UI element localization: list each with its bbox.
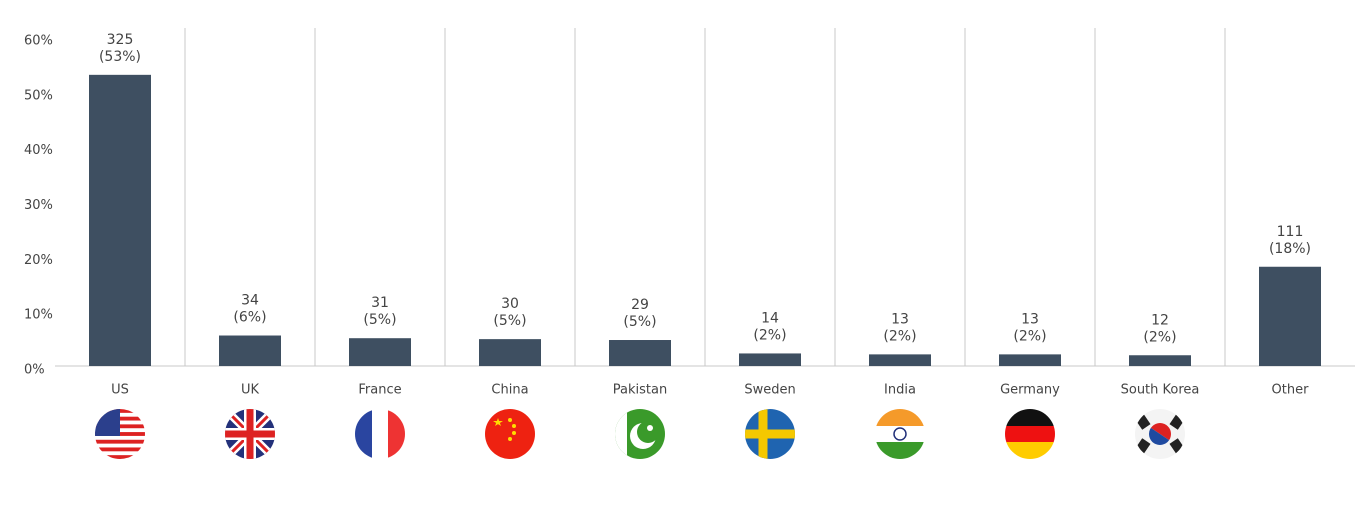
x-tick-label: China: [491, 383, 528, 398]
x-tick-label: UK: [241, 383, 260, 398]
flag: [355, 409, 405, 459]
flag-stripe: [95, 455, 145, 459]
flag: [1005, 409, 1055, 459]
flag-stripe: [372, 409, 389, 459]
flag-star: [508, 418, 512, 422]
flag: [745, 409, 795, 459]
bar: [349, 338, 411, 366]
x-tick-label: Germany: [1000, 383, 1060, 398]
count-label: 13: [891, 311, 909, 327]
flag-bg: [485, 409, 535, 459]
flag: [615, 409, 665, 459]
value-label: (6%): [233, 310, 266, 326]
bar: [609, 340, 671, 366]
flag-stripe: [875, 442, 925, 459]
bar: [739, 353, 801, 366]
flag-canton: [95, 409, 120, 436]
bar: [999, 354, 1061, 366]
flag-half: [1149, 427, 1170, 445]
bar: [89, 74, 151, 367]
bar: [869, 354, 931, 366]
y-tick-label: 30%: [24, 198, 53, 213]
flag-stripe: [95, 439, 145, 444]
value-label: (5%): [363, 312, 396, 328]
x-tick-label: Sweden: [744, 383, 795, 398]
value-label: (5%): [623, 314, 656, 330]
x-tick-label: Pakistan: [613, 383, 667, 398]
flag-moon: [637, 421, 659, 443]
value-label: (2%): [1013, 328, 1046, 344]
flag: [95, 409, 145, 459]
flag-wheel: [893, 427, 907, 441]
bar: [219, 335, 281, 366]
x-tick-label: India: [884, 383, 916, 398]
count-label: 14: [761, 310, 779, 326]
count-label: 13: [1021, 311, 1039, 327]
y-tick-label: 40%: [24, 143, 53, 158]
y-tick-label: 20%: [24, 253, 53, 268]
flag-stripe: [1005, 409, 1055, 426]
flag: [225, 409, 275, 459]
x-tick-label: US: [111, 383, 129, 398]
count-label: 31: [371, 295, 389, 311]
value-label: (53%): [99, 49, 141, 65]
x-tick-label: Other: [1272, 383, 1310, 398]
y-tick-label: 10%: [24, 308, 53, 323]
bar: [1129, 355, 1191, 366]
count-label: 34: [241, 293, 259, 309]
flag: [875, 409, 925, 459]
flag-stripe: [1005, 442, 1055, 459]
count-label: 30: [501, 296, 519, 312]
x-tick-label: South Korea: [1121, 383, 1200, 398]
value-label: (2%): [883, 328, 916, 344]
count-label: 29: [631, 297, 649, 313]
flag-strip: [615, 409, 627, 459]
flag-star: [512, 431, 516, 435]
y-tick-label: 50%: [24, 88, 53, 103]
flag: [485, 409, 535, 459]
flag-stripe: [1005, 426, 1055, 443]
flag-stripe: [95, 447, 145, 452]
flag-stripe: [875, 409, 925, 426]
flag-star: [647, 425, 653, 431]
bar: [479, 339, 541, 366]
flag-star: [508, 437, 512, 441]
flag-star: [493, 418, 503, 426]
flag-stripe: [875, 426, 925, 443]
x-tick-label: France: [358, 383, 401, 398]
count-label: 325: [107, 32, 134, 48]
value-label: (18%): [1269, 241, 1311, 257]
value-label: (5%): [493, 313, 526, 329]
flag-cross: [225, 409, 275, 459]
flag-stripe: [355, 409, 372, 459]
value-label: (2%): [1143, 329, 1176, 345]
y-tick-label: 0%: [24, 363, 45, 378]
flag: [1135, 409, 1185, 459]
flag-star: [512, 424, 516, 428]
flag-half: [1150, 423, 1171, 441]
flag-cross: [745, 409, 795, 459]
y-tick-label: 60%: [24, 34, 53, 49]
count-label: 111: [1277, 224, 1304, 240]
value-label: (2%): [753, 327, 786, 343]
count-label: 12: [1151, 312, 1169, 328]
bar: [1259, 266, 1321, 366]
flag-stripe: [388, 409, 405, 459]
